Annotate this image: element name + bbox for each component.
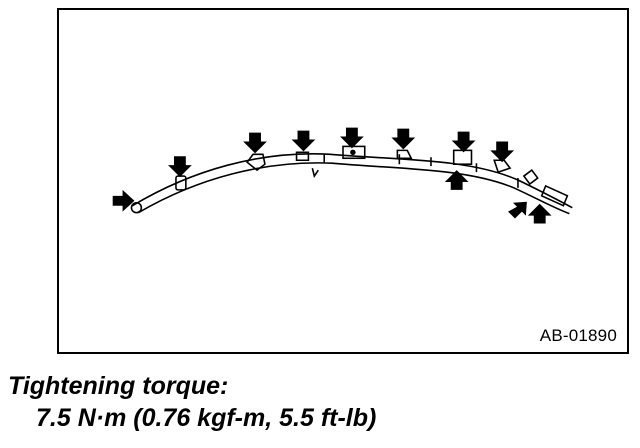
torque-caption: Tightening torque: 7.5 N·m (0.76 kgf-m, … xyxy=(8,370,376,434)
figure-id-label: AB-01890 xyxy=(539,326,617,345)
airbag-module-illustration xyxy=(112,127,573,224)
caption-label: Tightening torque: xyxy=(8,372,229,400)
down-arrow-icon xyxy=(243,132,267,154)
diagram-frame: AB-01890 xyxy=(57,8,629,354)
up-arrow-icon xyxy=(527,203,552,224)
bolt-arrows xyxy=(112,127,552,224)
clip-icon xyxy=(522,169,539,186)
mounting-clips xyxy=(130,145,569,214)
inflator-end xyxy=(540,184,569,207)
clip-icon xyxy=(396,149,413,160)
down-arrow-icon xyxy=(490,141,514,163)
caption-torque-value: 7.5 N·m (0.76 kgf-m, 5.5 ft-lb) xyxy=(36,404,377,432)
diagonal-arrow-icon xyxy=(508,201,527,219)
down-arrow-icon xyxy=(391,128,416,150)
down-arrow-icon xyxy=(340,127,364,149)
clip-icon xyxy=(452,149,473,165)
clip-icon xyxy=(246,153,266,172)
down-arrow-icon xyxy=(451,131,476,153)
clip-icon xyxy=(130,201,143,214)
down-arrow-icon xyxy=(168,156,192,178)
down-arrow-icon xyxy=(291,130,316,152)
clip-icon xyxy=(295,151,310,162)
right-arrow-icon xyxy=(112,189,135,212)
curtain-airbag-tube xyxy=(132,153,573,215)
